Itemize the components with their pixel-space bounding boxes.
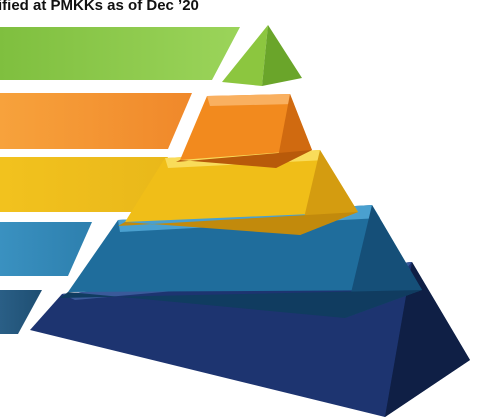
blue-banner: [0, 222, 92, 276]
navy-banner: [0, 290, 42, 334]
green-banner: [0, 27, 240, 80]
yellow-banner: [0, 157, 168, 212]
title: ified at PMKKs as of Dec ’20: [0, 0, 199, 14]
green-top: [222, 25, 302, 86]
orange-banner: [0, 93, 192, 149]
orange-layer: [176, 94, 312, 168]
